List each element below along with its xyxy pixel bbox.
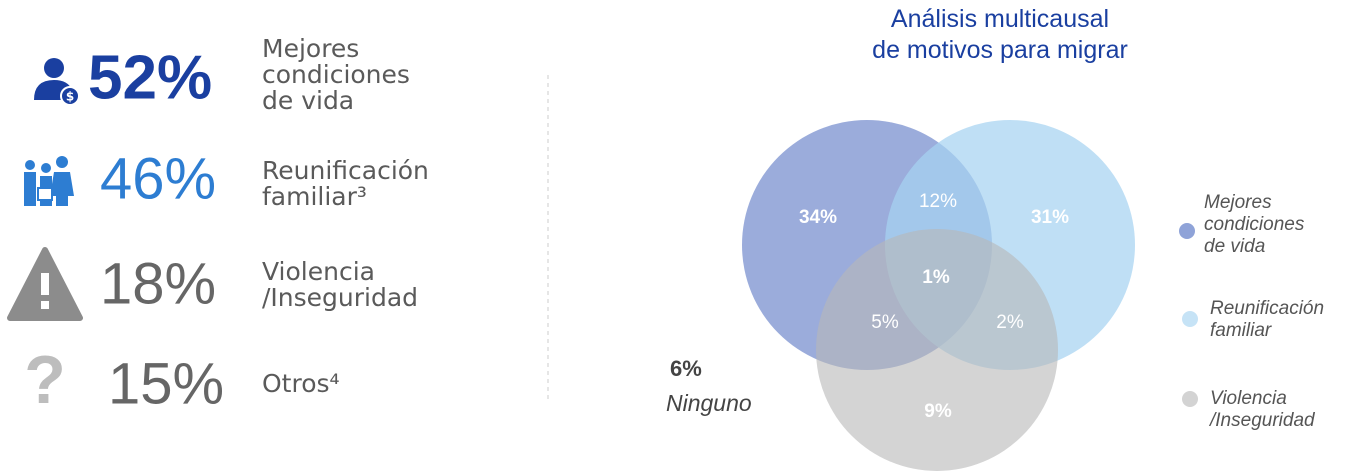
legend-dot [1182,311,1198,327]
region-label: 12% [919,191,957,212]
legend-dot [1179,223,1195,239]
legend-label: Mejores condiciones de vida [1204,192,1305,257]
stat-value: 18% [100,251,216,316]
legend-label: Violencia/Inseguridad [1208,388,1316,431]
legend-label: Reunificación familiar [1210,298,1324,341]
region-label: 2% [996,312,1024,333]
venn-title: Análisis multicausal de motivos para migr… [872,5,1128,64]
icon-warning [7,247,83,321]
stat-value: 52% [88,43,212,112]
icon-family [24,156,74,206]
region-label: 1% [922,267,950,288]
svg-text:?: ? [24,342,66,418]
stat-label: Mejores condiciones de vida [262,34,410,115]
none-label: Ninguno [666,390,752,416]
stat-label: Violencia/Inseguridad [262,257,418,312]
region-label: 34% [799,207,837,228]
stat-label: Otros⁴ [262,369,340,398]
icon-person-money: $ [34,58,80,106]
svg-text:$: $ [66,90,74,104]
none-value: 6% [670,356,702,381]
stat-label: Reunificación familiar³ [262,156,429,211]
region-label: 9% [924,401,952,422]
stat-value: 15% [108,351,224,416]
legend-dot [1182,391,1198,407]
region-label: 5% [871,312,899,333]
icon-question: ? [24,342,66,418]
region-label: 31% [1031,207,1069,228]
stat-value: 46% [100,146,216,211]
circle-violencia [816,229,1058,471]
